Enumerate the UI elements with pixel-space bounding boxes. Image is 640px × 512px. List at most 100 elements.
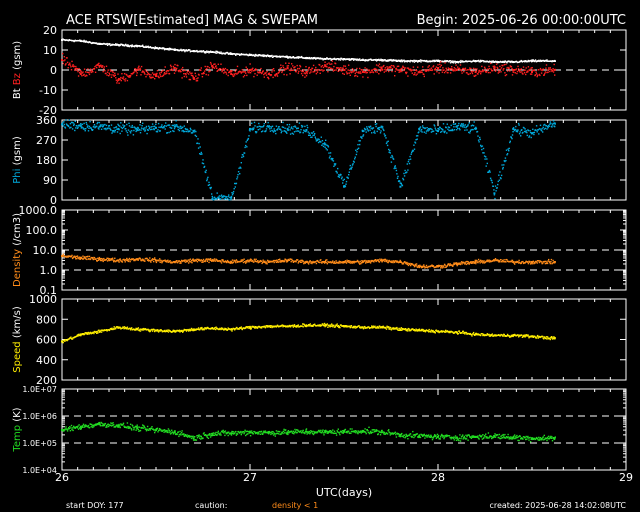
data-point	[452, 265, 454, 267]
data-point	[272, 259, 275, 262]
data-point	[325, 148, 327, 150]
data-point	[512, 71, 515, 73]
data-point	[186, 129, 189, 131]
data-point	[126, 257, 128, 260]
data-point	[280, 67, 282, 69]
data-point	[244, 146, 246, 149]
data-point	[391, 327, 394, 329]
data-point	[189, 49, 191, 51]
data-point	[282, 67, 285, 69]
data-point	[70, 336, 72, 338]
data-point	[158, 260, 160, 262]
data-point	[528, 136, 530, 138]
data-point	[96, 42, 98, 44]
data-point	[320, 261, 322, 263]
data-point	[394, 70, 396, 73]
data-point	[111, 74, 113, 76]
data-point	[360, 136, 362, 138]
data-point	[271, 71, 273, 73]
data-point	[129, 327, 131, 329]
data-point	[188, 329, 190, 331]
data-point	[458, 122, 460, 125]
data-point	[195, 329, 198, 331]
data-point	[527, 59, 530, 62]
data-point	[338, 326, 340, 329]
data-point	[71, 257, 74, 260]
data-point	[243, 71, 245, 73]
data-point	[401, 329, 403, 331]
data-point	[514, 263, 516, 265]
data-point	[310, 69, 313, 71]
data-point	[388, 151, 390, 153]
data-point	[176, 124, 178, 126]
data-point	[528, 135, 531, 137]
data-point	[74, 255, 76, 258]
data-point	[369, 129, 371, 131]
data-point	[165, 125, 167, 127]
data-point	[498, 261, 500, 263]
data-point	[127, 260, 130, 263]
data-point	[466, 260, 468, 263]
data-point	[197, 138, 199, 140]
data-point	[232, 75, 235, 78]
data-point	[104, 70, 106, 72]
data-point	[150, 126, 153, 128]
data-point	[518, 124, 520, 126]
data-point	[148, 127, 150, 130]
data-point	[382, 65, 384, 68]
data-point	[62, 122, 64, 124]
data-point	[355, 153, 358, 156]
data-point	[199, 328, 201, 330]
data-point	[321, 144, 323, 146]
data-point	[121, 130, 123, 132]
data-point	[210, 259, 212, 261]
data-point	[152, 125, 154, 128]
data-point	[120, 79, 122, 82]
data-point	[138, 129, 140, 132]
data-point	[485, 165, 487, 167]
data-point	[131, 46, 133, 48]
data-point	[387, 67, 389, 69]
data-point	[153, 260, 155, 263]
data-point	[462, 123, 464, 125]
y-tick-label: 100.0	[26, 224, 58, 237]
trend-point	[553, 261, 556, 263]
data-point	[358, 262, 360, 264]
data-point	[275, 73, 278, 75]
data-point	[470, 125, 473, 127]
data-point	[540, 129, 542, 131]
data-point	[424, 329, 426, 332]
data-point	[535, 71, 537, 73]
data-point	[300, 72, 303, 75]
data-point	[413, 73, 416, 75]
data-point	[273, 128, 275, 130]
trend-point	[305, 129, 308, 131]
data-point	[349, 74, 351, 76]
data-point	[377, 65, 379, 67]
data-point	[156, 69, 159, 72]
data-point	[439, 126, 441, 129]
data-point	[149, 330, 152, 332]
data-point	[438, 72, 440, 74]
data-point	[372, 325, 375, 327]
data-point	[206, 327, 208, 330]
data-point	[280, 129, 282, 131]
data-point	[254, 260, 257, 263]
data-point	[229, 70, 232, 72]
data-point	[337, 58, 339, 60]
data-point	[411, 60, 413, 62]
data-point	[296, 64, 298, 67]
data-point	[263, 73, 265, 76]
data-point	[406, 330, 408, 332]
y-tick-label: 180	[36, 154, 57, 167]
data-point	[113, 75, 115, 77]
data-point	[466, 125, 469, 127]
data-point	[180, 329, 182, 332]
data-point	[182, 70, 184, 72]
data-point	[129, 130, 131, 133]
data-point	[434, 330, 436, 333]
trend-point	[418, 60, 421, 62]
data-point	[224, 261, 226, 263]
data-point	[171, 124, 173, 127]
data-point	[550, 258, 553, 261]
